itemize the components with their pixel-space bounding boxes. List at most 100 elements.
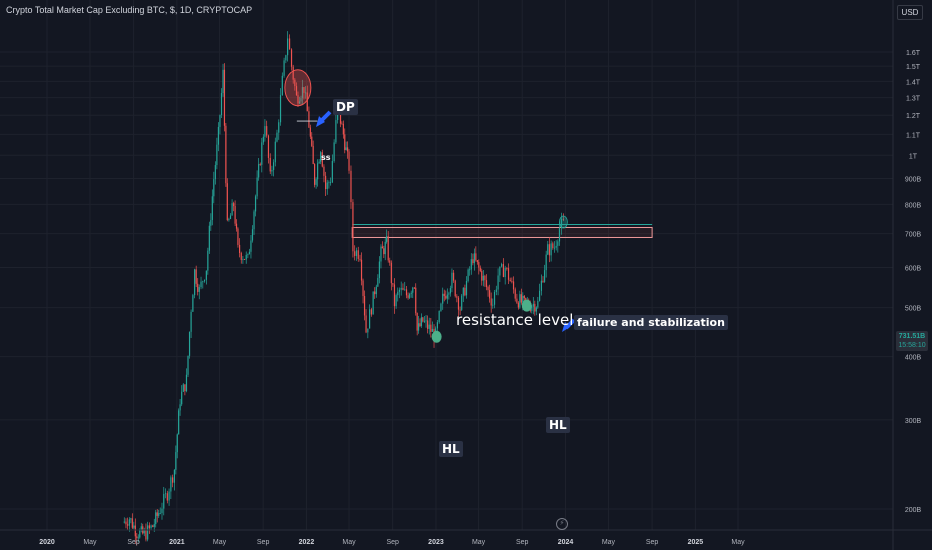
candle-body: [430, 324, 432, 332]
candle-body: [329, 182, 332, 184]
candle-body: [254, 196, 257, 212]
candle-body: [172, 477, 174, 483]
candle-body: [425, 320, 427, 322]
candle-body: [278, 122, 280, 133]
candle-body: [431, 328, 434, 332]
candle-body: [243, 259, 246, 260]
candle-body: [248, 251, 251, 255]
candle-body: [220, 93, 223, 116]
candle-body: [273, 162, 275, 170]
candle-body: [534, 303, 536, 312]
candle-body: [445, 296, 447, 299]
dp-arrow-head-icon: [316, 116, 325, 127]
candle-body: [153, 524, 155, 527]
candle-body: [402, 287, 404, 290]
y-tick-label: 200B: [905, 507, 922, 514]
ss-label: ss: [321, 153, 331, 162]
candle-body: [522, 295, 524, 303]
candle-body: [305, 92, 307, 94]
candle-body: [537, 300, 539, 308]
candle-body: [150, 525, 152, 528]
candle-body: [560, 219, 563, 228]
candle-body: [229, 215, 232, 219]
candle-body: [234, 206, 236, 224]
time-axis[interactable]: 2020 May Sep 2021 May Sep 2022 May Sep 2023 May Sep…: [0, 529, 932, 546]
candle-body: [501, 264, 503, 267]
currency-button[interactable]: USD: [897, 5, 923, 20]
candle-body: [492, 304, 494, 306]
candle-body: [378, 261, 381, 278]
candle-body: [134, 525, 136, 537]
x-tick-label: 2025: [688, 539, 704, 546]
candle-body: [427, 320, 429, 329]
x-tick-label: May: [342, 539, 356, 546]
x-tick-label: 2022: [299, 539, 315, 546]
candle-body: [420, 317, 423, 326]
candle-body: [465, 281, 468, 296]
candle-body: [197, 283, 199, 292]
x-tick-label: Sep: [516, 539, 529, 546]
candle-body: [415, 287, 417, 314]
candle-body: [459, 309, 461, 311]
candle-body: [325, 175, 327, 190]
candle-body: [211, 196, 213, 221]
candle-body: [331, 161, 333, 183]
candle-body: [511, 281, 513, 283]
candle-body: [451, 272, 453, 289]
candle-body: [131, 518, 133, 528]
candle-body: [298, 101, 301, 104]
y-tick-label: 1.1T: [906, 132, 921, 139]
y-tick-label: 1T: [909, 153, 918, 160]
candle-body: [512, 281, 515, 290]
candle-body: [326, 182, 328, 190]
candle-body: [161, 508, 163, 514]
candle-body: [306, 92, 308, 112]
candle-body: [412, 287, 414, 293]
candle-body: [321, 152, 323, 167]
candle-body: [519, 294, 521, 308]
candle-body: [297, 95, 299, 104]
last-price-tag: 731.51B 15:58:10: [896, 331, 928, 351]
chart-annotations: [284, 69, 576, 343]
candle-body: [448, 293, 450, 295]
candle-body: [413, 287, 415, 289]
candle-body: [264, 126, 266, 137]
candle-body: [370, 309, 372, 315]
candle-body: [140, 526, 142, 531]
candle-body: [548, 244, 551, 256]
candle-body: [223, 69, 226, 126]
candle-body: [557, 241, 559, 246]
candle-body: [416, 313, 418, 331]
price-axis[interactable]: 200B 300B 400B 500B 600B 700B 800B 900B 1T 1.1T 1.…: [892, 0, 922, 550]
candle-body: [242, 259, 244, 260]
candle-body: [176, 434, 178, 453]
candle-body: [192, 295, 194, 312]
candle-body: [228, 218, 230, 221]
candle-body: [367, 328, 369, 333]
candle-body: [423, 320, 426, 322]
x-tick-label: 2024: [558, 539, 574, 546]
candle-body: [462, 287, 464, 296]
candle-body: [309, 127, 311, 137]
candle-body: [170, 477, 172, 492]
candle-body: [292, 66, 294, 80]
candle-body: [269, 157, 271, 172]
clock-icon[interactable]: ⚡: [556, 518, 568, 530]
candle-body: [198, 287, 200, 292]
candle-body: [400, 287, 402, 290]
candle-body: [281, 75, 283, 96]
candle-body: [250, 240, 252, 252]
candle-body: [428, 324, 430, 329]
y-tick-label: 700B: [905, 232, 922, 239]
candle-body: [271, 169, 273, 172]
candle-body: [181, 391, 183, 405]
x-tick-label: 2020: [39, 539, 55, 546]
candle-body: [516, 298, 518, 303]
candle-body: [469, 269, 471, 271]
candle-body: [440, 303, 442, 312]
hl-point: [521, 299, 532, 312]
candle-body: [542, 280, 544, 282]
candle-body: [194, 269, 196, 296]
x-tick-label: 2021: [169, 539, 185, 546]
